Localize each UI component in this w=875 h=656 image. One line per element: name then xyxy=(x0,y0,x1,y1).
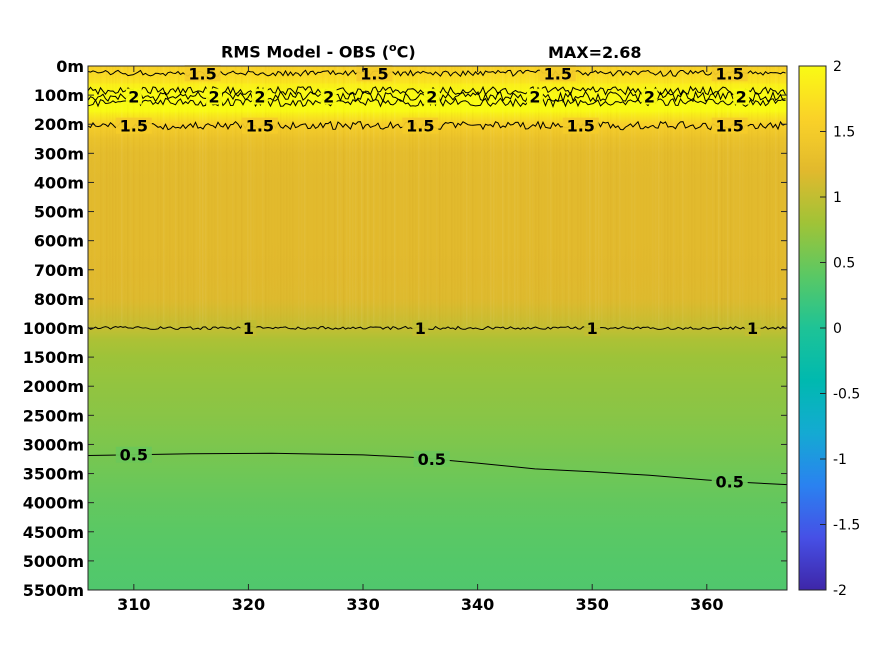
contour-label: 2 xyxy=(736,88,747,107)
colorbar-tick-label: 1.5 xyxy=(833,125,855,141)
contour-label: 1 xyxy=(747,319,758,338)
colorbar-tick-label: 1 xyxy=(833,190,842,206)
colorbar-tick-label: 2 xyxy=(833,59,842,75)
max-annotation: MAX=2.68 xyxy=(548,43,642,62)
contour-label: 1.5 xyxy=(716,64,744,83)
y-tick-label: 3500m xyxy=(23,465,84,484)
contour-label: 0.5 xyxy=(120,446,148,465)
chart-title-unit-sup: o xyxy=(389,41,397,54)
y-tick-label: 5500m xyxy=(23,581,84,600)
y-tick-label: 600m xyxy=(34,232,84,251)
y-tick-label: 500m xyxy=(34,203,84,222)
y-tick-label: 5000m xyxy=(23,552,84,571)
y-tick-label: 1000m xyxy=(23,319,84,338)
contour-label: 2 xyxy=(323,88,334,107)
colorbar-tick-label: 0.5 xyxy=(833,256,855,272)
y-tick-label: 100m xyxy=(34,86,84,105)
colorbar-tick-label: 0 xyxy=(833,321,842,337)
chart-title-unit-tail: C) xyxy=(396,42,416,62)
contour-label: 1.5 xyxy=(360,64,388,83)
contour-labels: 1.5 1.5 1.5 1.52 2 2 2 2 2 2 21.5 1.5 1.5 1.5 1.51 1 1 10… xyxy=(115,64,761,492)
contour-label: 2 xyxy=(529,88,540,107)
contour-label: 1 xyxy=(415,319,426,338)
y-tick-label: 200m xyxy=(34,115,84,134)
x-tick-label: 360 xyxy=(690,595,723,614)
x-axis: 310 320 330 340 350 360 xyxy=(117,66,723,614)
contour-label: 1 xyxy=(587,319,598,338)
contour-label: 2 xyxy=(426,88,437,107)
y-tick-label: 300m xyxy=(34,144,84,163)
heatmap-texture xyxy=(88,66,787,328)
y-tick-label: 800m xyxy=(34,290,84,309)
y-tick-label: 0m xyxy=(56,57,84,76)
y-tick-label: 2500m xyxy=(23,406,84,425)
colorbar-tick-label: -0.5 xyxy=(833,387,860,403)
contour-label: 1.5 xyxy=(567,117,595,136)
contour-label: 2 xyxy=(644,88,655,107)
x-tick-label: 340 xyxy=(461,595,494,614)
chart-title-main: RMS Model - OBS ( xyxy=(221,42,390,62)
colorbar-tick-label: -1 xyxy=(833,452,847,468)
y-tick-label: 4500m xyxy=(23,523,84,542)
x-tick-label: 330 xyxy=(346,595,379,614)
contour-line-1 xyxy=(88,325,786,331)
contour-label: 1 xyxy=(243,319,254,338)
contour-label: 1.5 xyxy=(188,64,216,83)
y-axis: 0m 100m 200m 300m 400m 500m 600m 700m 800m 1000m 1… xyxy=(23,57,787,600)
contour-label: 1.5 xyxy=(544,64,572,83)
y-tick-label: 4000m xyxy=(23,494,84,513)
chart-title: RMS Model - OBS (oC) xyxy=(221,41,416,61)
contour-label: 0.5 xyxy=(418,450,446,469)
contour-label: 2 xyxy=(254,88,265,107)
y-tick-label: 1500m xyxy=(23,348,84,367)
contour-label: 1.5 xyxy=(716,117,744,136)
colorbar-tick-label: -2 xyxy=(833,583,847,599)
y-tick-label: 2000m xyxy=(23,377,84,396)
y-tick-label: 700m xyxy=(34,261,84,280)
y-tick-label: 3000m xyxy=(23,435,84,454)
colorbar-ticks: 2 1.5 1 0.5 0 -0.5 -1 -1.5 -2 xyxy=(820,59,860,599)
y-tick-label: 400m xyxy=(34,173,84,192)
contour-label: 1.5 xyxy=(120,117,148,136)
contour-label: 0.5 xyxy=(716,473,744,492)
x-tick-label: 310 xyxy=(117,595,150,614)
contour-label: 2 xyxy=(128,88,139,107)
x-tick-label: 320 xyxy=(232,595,265,614)
contour-label: 1.5 xyxy=(246,117,274,136)
colorbar-tick-label: -1.5 xyxy=(833,518,860,534)
contour-label: 1.5 xyxy=(406,117,434,136)
x-tick-label: 350 xyxy=(575,595,608,614)
contour-label: 2 xyxy=(208,88,219,107)
